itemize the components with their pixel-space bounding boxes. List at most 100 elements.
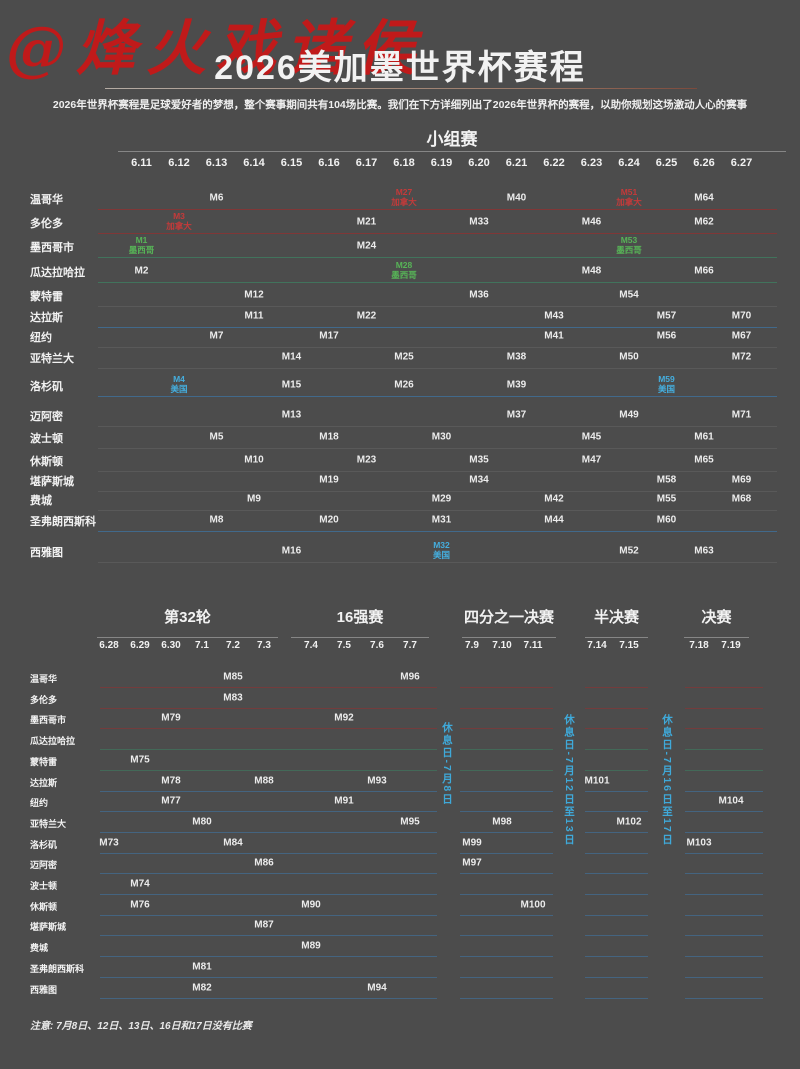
- row-divider: [460, 831, 553, 833]
- city-label: 西雅图: [30, 984, 58, 995]
- match-number: M1: [135, 235, 148, 246]
- match-cell: M87: [254, 919, 274, 931]
- match-cell: M36: [469, 289, 489, 301]
- match-cell: M101: [584, 775, 610, 786]
- match-cell: M9: [247, 493, 261, 505]
- host-team-match-cell: M51 加拿大: [616, 187, 642, 208]
- date-label: 7.15: [619, 640, 639, 651]
- row-divider: [460, 790, 553, 792]
- match-cell: M81: [192, 961, 212, 973]
- city-label: 堪萨斯城: [30, 476, 74, 488]
- match-cell: M76: [130, 899, 150, 911]
- match-cell: M95: [400, 816, 420, 828]
- row-divider: [685, 997, 763, 999]
- match-cell: M84: [223, 837, 243, 849]
- match-cell: M103: [686, 837, 712, 849]
- row-divider: [98, 347, 777, 348]
- date-label: 6.17: [355, 157, 378, 169]
- host-team-match-cell: M4 美国: [170, 374, 187, 395]
- title-divider: [105, 88, 697, 89]
- row-divider: [685, 769, 763, 771]
- date-label: 6.23: [580, 157, 603, 169]
- group-stage-title: 小组赛: [426, 130, 478, 149]
- row-divider: [585, 831, 648, 833]
- row-divider: [98, 531, 777, 532]
- match-cell: M85: [223, 671, 243, 683]
- row-divider: [585, 894, 648, 895]
- date-label: 7.4: [304, 640, 318, 651]
- date-label: 7.5: [337, 640, 351, 651]
- match-cell: M64: [694, 192, 714, 204]
- date-label: 7.19: [721, 640, 741, 651]
- row-divider: [585, 956, 648, 958]
- host-team-label: 美国: [432, 550, 451, 560]
- city-label: 蒙特雷: [30, 756, 58, 767]
- row-divider: [98, 562, 777, 563]
- city-label: 波士顿: [30, 433, 63, 445]
- row-divider: [460, 769, 553, 771]
- match-cell: M26: [394, 379, 414, 391]
- match-cell: M62: [694, 216, 714, 228]
- date-label: 6.25: [655, 157, 678, 169]
- host-team-match-cell: M53 墨西哥: [616, 235, 642, 256]
- city-label: 堪萨斯城: [30, 922, 67, 933]
- match-cell: M82: [192, 982, 212, 993]
- date-label: 6.13: [205, 157, 228, 169]
- round-divider: [97, 637, 278, 638]
- row-divider: [585, 749, 648, 751]
- row-divider: [585, 935, 648, 937]
- date-label: 7.2: [226, 640, 240, 651]
- host-team-label: 加拿大: [616, 197, 642, 207]
- date-label: 7.1: [195, 640, 209, 651]
- row-divider: [460, 749, 553, 751]
- host-team-match-cell: M28 墨西哥: [391, 260, 417, 281]
- round-title: 第32轮: [164, 609, 211, 626]
- match-cell: M25: [394, 351, 414, 363]
- row-divider: [685, 976, 763, 978]
- match-cell: M100: [520, 899, 546, 911]
- city-label: 费城: [30, 495, 52, 507]
- match-cell: M5: [209, 431, 224, 443]
- city-label: 墨西哥市: [30, 242, 74, 254]
- row-divider: [460, 728, 553, 730]
- match-cell: M8: [209, 514, 224, 526]
- date-label: 7.18: [689, 640, 709, 651]
- row-divider: [460, 935, 553, 937]
- city-label: 纽约: [30, 798, 49, 809]
- round-divider: [585, 637, 648, 638]
- match-cell: M96: [400, 671, 420, 683]
- row-divider: [585, 873, 648, 875]
- city-label: 达拉斯: [30, 312, 63, 324]
- group-stage-divider: [118, 151, 786, 152]
- city-label: 瓜达拉哈拉: [30, 736, 76, 747]
- match-cell: M14: [281, 351, 302, 363]
- match-cell: M49: [619, 409, 639, 421]
- match-cell: M6: [209, 192, 224, 204]
- date-label: 6.19: [430, 157, 453, 169]
- match-cell: M44: [544, 514, 564, 526]
- match-cell: M99: [462, 837, 482, 849]
- page-subtitle: 2026年世界杯赛程是足球爱好者的梦想，整个赛事期间共有104场比赛。我们在下方…: [52, 99, 748, 111]
- row-divider: [685, 914, 763, 916]
- row-divider: [98, 327, 777, 328]
- city-label: 圣弗朗西斯科: [30, 516, 96, 528]
- row-divider: [460, 976, 553, 978]
- row-divider: [98, 471, 777, 472]
- row-divider: [98, 257, 777, 258]
- row-divider: [685, 811, 763, 813]
- row-divider: [100, 956, 437, 958]
- match-cell: M73: [99, 837, 119, 849]
- row-divider: [100, 935, 437, 937]
- row-divider: [98, 282, 777, 283]
- match-cell: M86: [254, 857, 274, 869]
- match-cell: M66: [694, 265, 714, 277]
- date-label: 6.28: [99, 640, 119, 651]
- date-label: 7.7: [403, 640, 417, 651]
- row-divider: [685, 852, 763, 854]
- city-label: 休斯顿: [30, 901, 58, 912]
- match-cell: M67: [731, 330, 752, 342]
- city-label: 波士顿: [30, 881, 58, 891]
- match-cell: M50: [619, 351, 639, 363]
- date-label: 7.11: [523, 640, 543, 651]
- row-divider: [100, 997, 437, 999]
